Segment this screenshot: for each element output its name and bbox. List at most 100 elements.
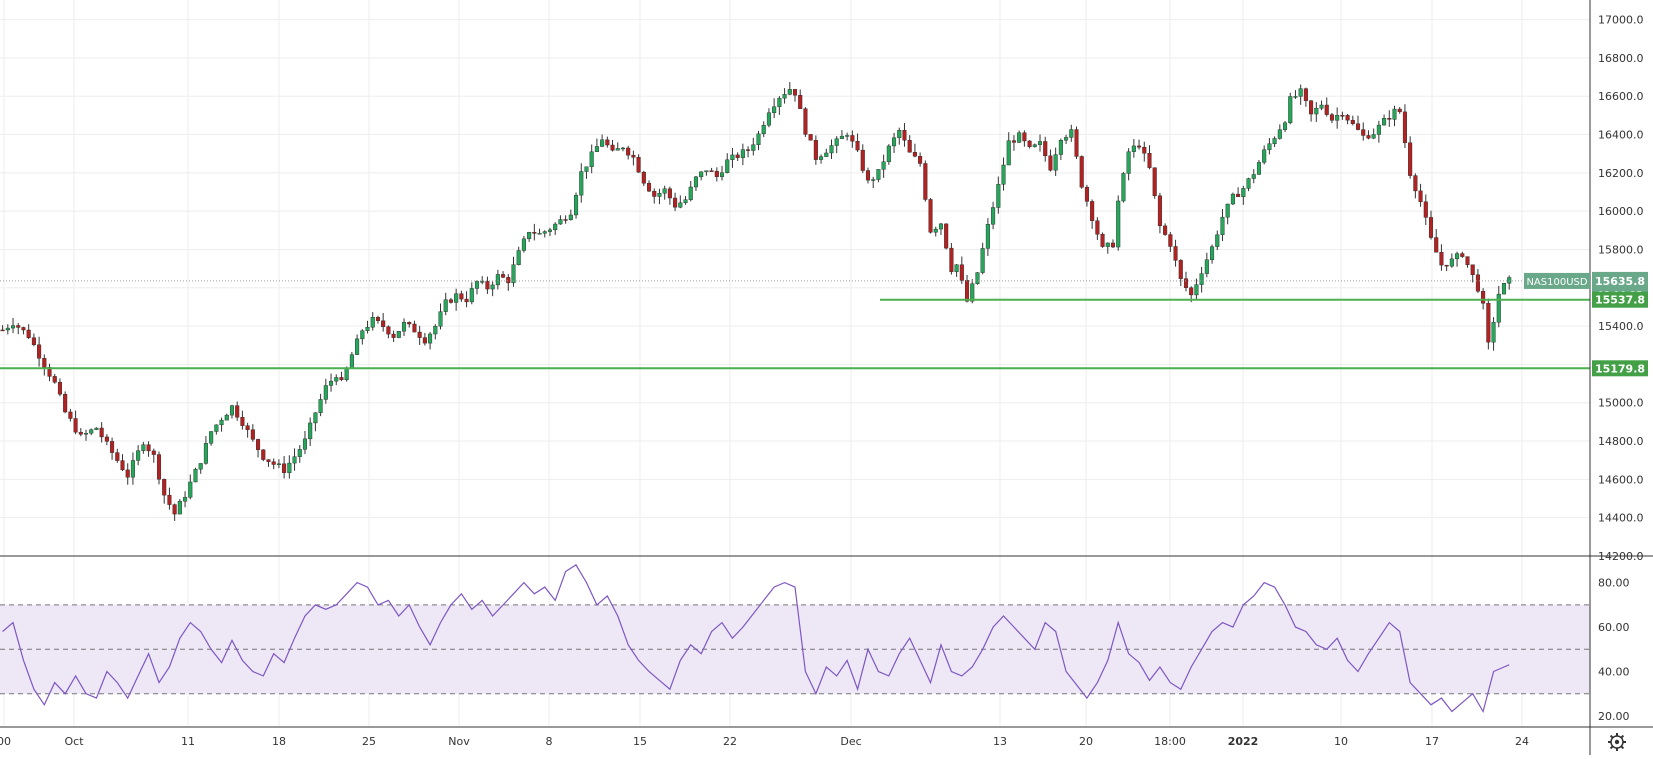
candle[interactable] xyxy=(146,441,151,457)
candle[interactable] xyxy=(1408,136,1413,179)
candle[interactable] xyxy=(860,144,865,174)
candle[interactable] xyxy=(1236,187,1241,197)
candle[interactable] xyxy=(1267,137,1272,155)
candle[interactable] xyxy=(261,449,266,462)
candle[interactable] xyxy=(1293,90,1298,99)
candle[interactable] xyxy=(1183,271,1189,292)
candle[interactable] xyxy=(1220,209,1225,242)
candle[interactable] xyxy=(115,448,120,463)
candle[interactable] xyxy=(756,130,761,151)
candle[interactable] xyxy=(1210,244,1215,264)
candle[interactable] xyxy=(1084,184,1089,207)
candle[interactable] xyxy=(871,176,876,189)
candle[interactable] xyxy=(381,312,386,332)
candle[interactable] xyxy=(949,243,954,275)
candle[interactable] xyxy=(1142,141,1147,162)
candle[interactable] xyxy=(1095,217,1100,240)
candle[interactable] xyxy=(688,181,693,202)
candle[interactable] xyxy=(886,144,891,165)
candle[interactable] xyxy=(1147,145,1152,170)
candle[interactable] xyxy=(1126,148,1131,181)
candle[interactable] xyxy=(600,134,605,147)
candle[interactable] xyxy=(579,163,584,203)
candle[interactable] xyxy=(527,231,532,242)
candle[interactable] xyxy=(610,139,615,152)
candle[interactable] xyxy=(1475,269,1480,294)
candle[interactable] xyxy=(865,167,871,184)
candle[interactable] xyxy=(876,169,881,183)
candle[interactable] xyxy=(485,276,490,294)
candle[interactable] xyxy=(792,89,798,102)
candle[interactable] xyxy=(229,404,235,419)
candle[interactable] xyxy=(104,434,109,446)
horizontal-levels[interactable] xyxy=(0,280,1590,370)
candle[interactable] xyxy=(819,154,824,164)
candle[interactable] xyxy=(980,242,985,275)
candle[interactable] xyxy=(766,108,771,128)
candle[interactable] xyxy=(1413,173,1418,199)
candle[interactable] xyxy=(1392,105,1397,127)
candle[interactable] xyxy=(558,215,563,225)
candle[interactable] xyxy=(433,324,438,340)
candle[interactable] xyxy=(532,223,537,241)
candle[interactable] xyxy=(1110,239,1116,249)
candle[interactable] xyxy=(130,452,135,485)
candle[interactable] xyxy=(396,330,401,339)
candle[interactable] xyxy=(1314,102,1319,122)
candle[interactable] xyxy=(287,455,292,479)
candle[interactable] xyxy=(907,135,912,153)
candle[interactable] xyxy=(1058,138,1063,160)
candle[interactable] xyxy=(933,226,938,237)
candle[interactable] xyxy=(156,451,162,485)
candle[interactable] xyxy=(829,139,834,159)
candle[interactable] xyxy=(1163,223,1168,236)
candle[interactable] xyxy=(1491,317,1496,351)
candle[interactable] xyxy=(678,195,683,209)
candle[interactable] xyxy=(141,441,146,454)
candle[interactable] xyxy=(542,230,547,238)
candle[interactable] xyxy=(1465,256,1470,268)
candle[interactable] xyxy=(1428,210,1434,240)
candle[interactable] xyxy=(1319,100,1324,111)
candle[interactable] xyxy=(250,424,255,442)
candle[interactable] xyxy=(417,325,422,345)
candle[interactable] xyxy=(1460,251,1465,258)
candle[interactable] xyxy=(1335,107,1340,129)
candle[interactable] xyxy=(1069,124,1074,142)
candle[interactable] xyxy=(83,429,89,441)
candle[interactable] xyxy=(501,271,506,279)
candle[interactable] xyxy=(52,373,57,384)
candle[interactable] xyxy=(474,280,480,295)
candle[interactable] xyxy=(1001,157,1006,191)
candle[interactable] xyxy=(1032,143,1037,148)
candle[interactable] xyxy=(897,127,902,145)
candle[interactable] xyxy=(506,274,511,291)
candle[interactable] xyxy=(1152,167,1157,199)
candle[interactable] xyxy=(1303,87,1308,107)
candle[interactable] xyxy=(881,154,886,178)
candle[interactable] xyxy=(209,431,214,446)
candle[interactable] xyxy=(652,188,657,204)
candle[interactable] xyxy=(1215,230,1220,251)
candle[interactable] xyxy=(1345,114,1350,125)
candle[interactable] xyxy=(151,448,156,463)
candle[interactable] xyxy=(1355,115,1361,131)
candle[interactable] xyxy=(214,424,219,435)
candle[interactable] xyxy=(662,185,667,200)
candle[interactable] xyxy=(965,274,970,303)
candle[interactable] xyxy=(1277,124,1282,140)
candle[interactable] xyxy=(1199,266,1204,293)
candle[interactable] xyxy=(521,235,526,253)
candle[interactable] xyxy=(1241,185,1246,205)
candle[interactable] xyxy=(1027,140,1032,149)
candle[interactable] xyxy=(1230,192,1235,206)
candle[interactable] xyxy=(959,256,964,284)
candle[interactable] xyxy=(318,393,323,417)
candle[interactable] xyxy=(480,276,485,285)
candle[interactable] xyxy=(271,458,276,470)
candle[interactable] xyxy=(1022,130,1027,147)
candle[interactable] xyxy=(704,170,709,176)
candle[interactable] xyxy=(203,436,208,465)
candle[interactable] xyxy=(349,351,354,369)
candle[interactable] xyxy=(443,292,448,316)
